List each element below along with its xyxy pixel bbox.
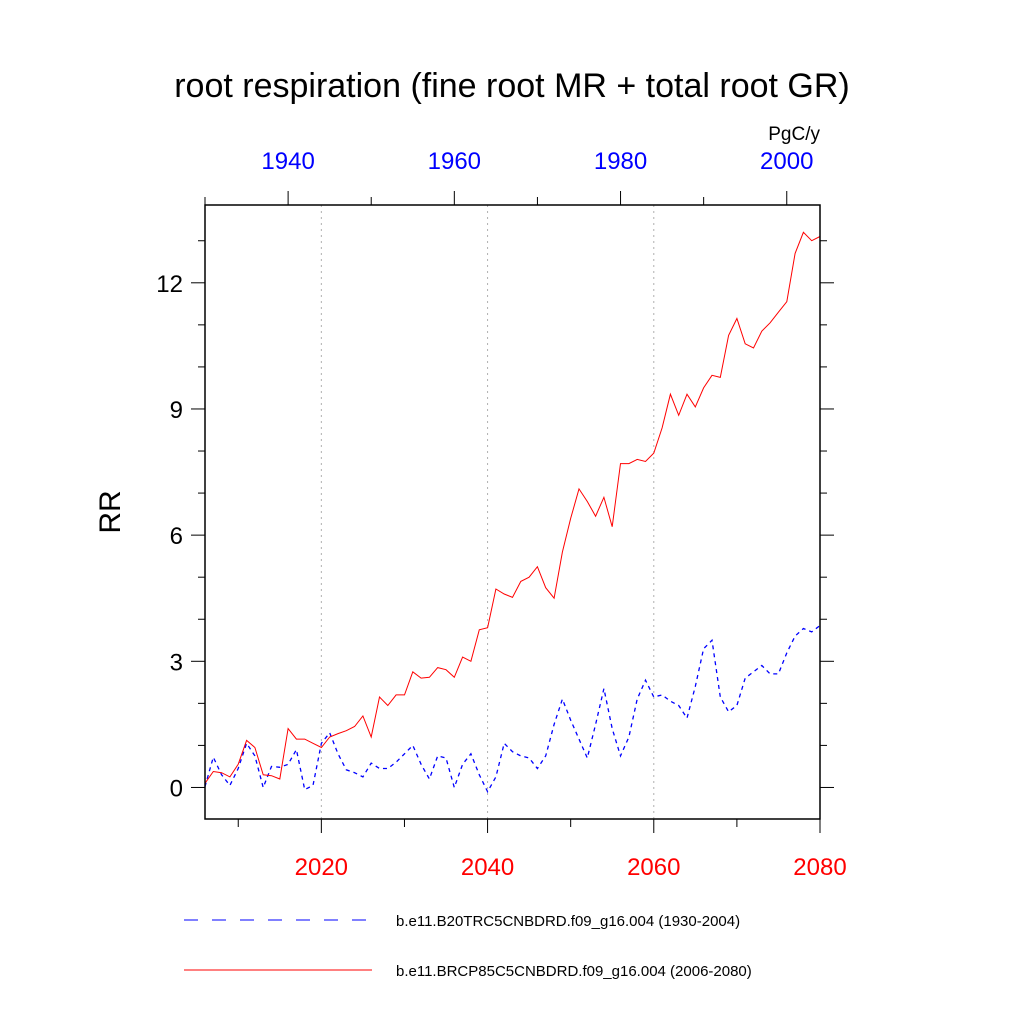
y-tick-label: 9 <box>170 397 183 424</box>
units-label: PgC/y <box>768 124 820 145</box>
y-tick-label: 12 <box>156 271 183 298</box>
x-top-tick-label: 1940 <box>261 148 314 175</box>
x-bottom-tick-label: 2080 <box>793 854 846 881</box>
y-tick-label: 3 <box>170 649 183 676</box>
series-layer <box>204 231 821 794</box>
x-top-tick-label: 1960 <box>428 148 481 175</box>
y-axis-label: RR <box>94 490 127 533</box>
chart-title: root respiration (fine root MR + total r… <box>174 67 850 105</box>
legend: b.e11.B20TRC5CNBDRD.f09_g16.004 (1930-20… <box>184 913 752 980</box>
x-top-tick-label: 2000 <box>760 148 813 175</box>
legend-label: b.e11.B20TRC5CNBDRD.f09_g16.004 (1930-20… <box>396 913 740 930</box>
x-bottom-tick-label: 2040 <box>461 854 514 881</box>
y-tick-label: 6 <box>170 523 183 550</box>
x-bottom-tick-label: 2060 <box>627 854 680 881</box>
gridlines <box>320 205 655 819</box>
axes-layer: 0 3 6 9 12 2020 2040 2060 2080 1940 1960 1980 2000 <box>156 148 846 881</box>
series-line-rcp85 <box>204 231 821 784</box>
x-top-tick-label: 1980 <box>594 148 647 175</box>
series-line-historical <box>204 624 821 794</box>
plot-frame <box>204 204 821 820</box>
x-bottom-tick-label: 2020 <box>295 854 348 881</box>
legend-label: b.e11.BRCP85C5CNBDRD.f09_g16.004 (2006-2… <box>396 963 752 980</box>
y-tick-label: 0 <box>170 775 183 802</box>
